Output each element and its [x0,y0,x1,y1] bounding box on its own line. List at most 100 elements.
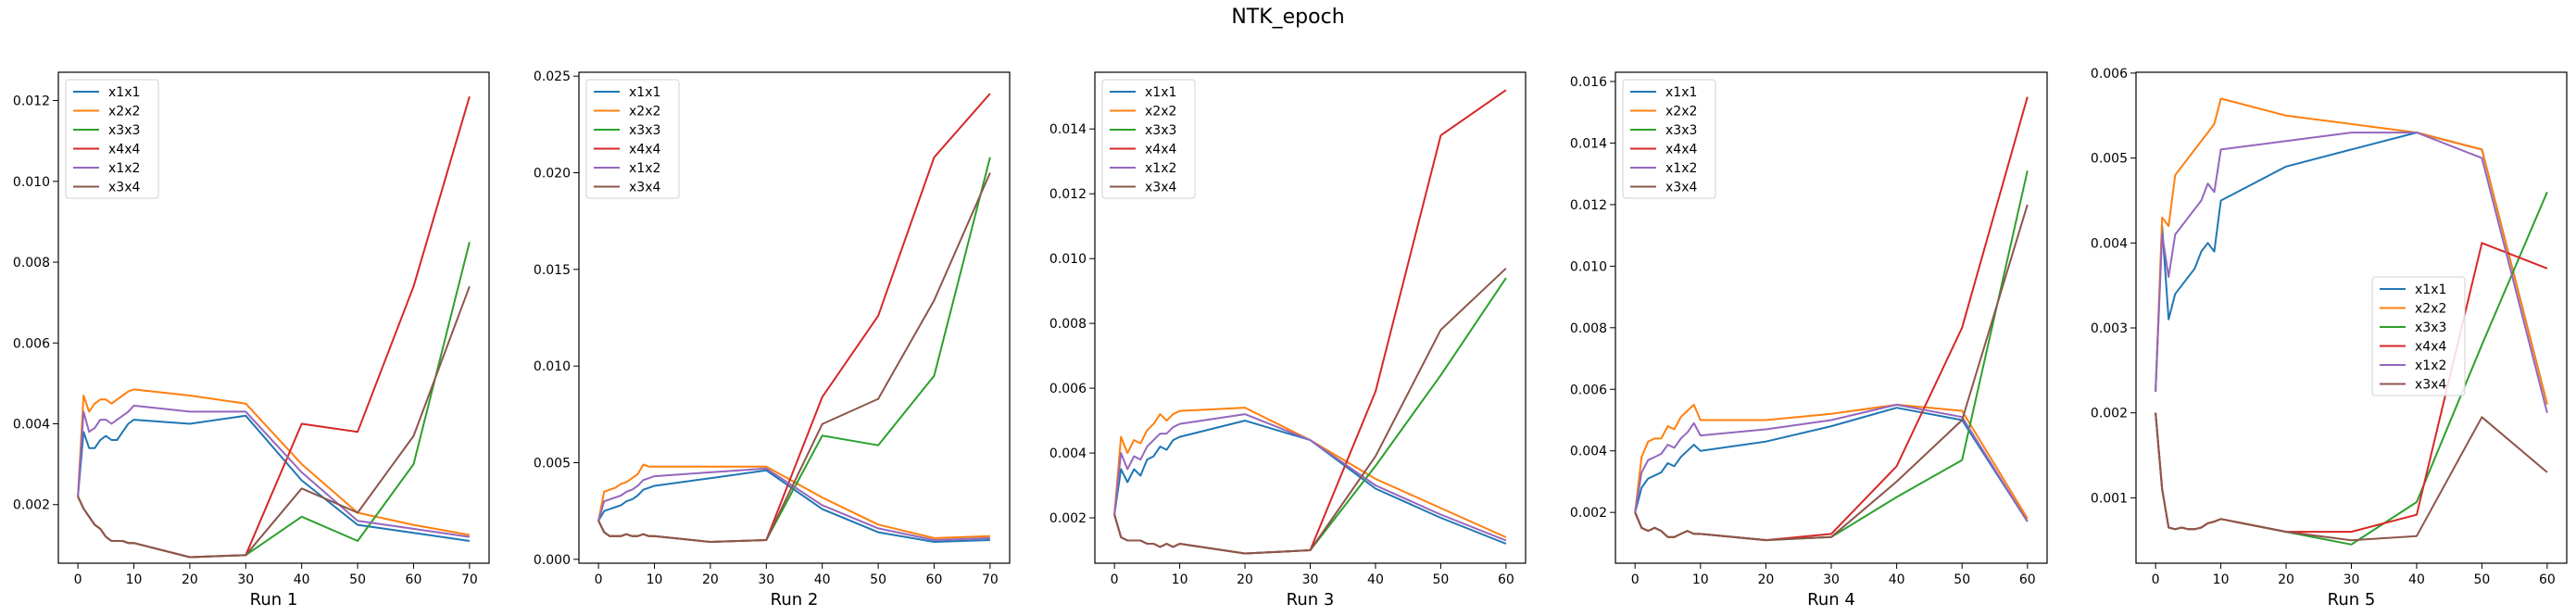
legend: x1x1 x2x2 x3x3 x4x4 x1x2 x3x4 [1101,79,1196,199]
x-axis-label: Run 1 [250,590,298,610]
y-tick-label: 0.006 [2091,67,2128,82]
legend-label-x1x1: x1x1 [1145,85,1176,100]
x-tick-label: 10 [126,572,143,587]
legend-label-x4x4: x4x4 [1145,143,1176,157]
legend-label-x3x4: x3x4 [2415,378,2446,393]
x-tick-label: 50 [2473,572,2490,587]
y-tick-label: 0.006 [1570,383,1607,397]
series-line-x1x1 [1634,407,2029,522]
series-lines [1634,96,2029,542]
legend-label-x3x4: x3x4 [108,181,140,195]
y-tick-label: 0.010 [1049,252,1087,267]
y-tick-label: 0.010 [13,175,50,190]
legend: x1x1 x2x2 x3x3 x4x4 x1x2 x3x4 [65,79,159,199]
x-axis-label: Run 4 [1807,590,1855,610]
legend-label-x3x3: x3x3 [108,123,140,138]
y-tick-label: 0.012 [1570,198,1607,213]
x-tick-label: 40 [1367,572,1384,587]
legend-label-x2x2: x2x2 [2415,302,2446,317]
series-line-x3x3 [1634,170,2029,542]
series-line-x1x1 [2155,132,2548,405]
x-tick-label: 70 [461,572,478,587]
legend-label-x1x1: x1x1 [1665,85,1697,100]
series-line-x3x3 [597,157,991,543]
y-tick-label: 0.004 [1049,446,1087,461]
series-line-x3x3 [1113,277,1507,555]
legend-label-x2x2: x2x2 [1665,105,1697,119]
legend-label-x1x1: x1x1 [2415,283,2446,297]
legend-label-x3x4: x3x4 [1665,181,1697,195]
series-lines [1113,89,1507,555]
legend-label-x1x1: x1x1 [108,85,140,100]
y-tick-label: 0.014 [1570,136,1607,151]
series-line-x1x2 [1113,413,1507,542]
x-tick-label: 50 [870,572,886,587]
series-line-x1x1 [1113,420,1507,545]
y-tick-label: 0.005 [2091,152,2128,167]
chart-panel-4: 0 10 20 30 40 50 60 0.002 0.004 0.006 0.008 0.010 0.… [1570,71,2048,610]
axes-frame [57,71,490,564]
series-line-x1x2 [597,467,990,541]
legend-label-x3x3: x3x3 [1665,123,1697,138]
x-tick-label: 30 [1302,572,1319,587]
series-line-x3x4 [77,285,471,559]
x-tick-label: 20 [2278,572,2294,587]
y-tick-label: 0.015 [534,263,571,278]
x-tick-label: 60 [1498,572,1514,587]
legend-label-x2x2: x2x2 [629,105,660,119]
legend-label-x1x2: x1x2 [629,161,660,176]
y-tick-label: 0.008 [1570,321,1607,336]
y-tick-label: 0.008 [1049,317,1087,332]
series-line-x1x2 [1634,403,2029,522]
x-tick-label: 60 [2539,572,2556,587]
x-tick-label: 20 [702,572,719,587]
chart-panel-5: 0 10 20 30 40 50 60 0.001 0.002 0.003 0.004 0.005 0.… [2091,67,2568,610]
x-axis-label: Run 2 [771,590,819,610]
series-line-x1x2 [77,404,471,538]
series-lines [597,93,991,543]
series-line-x3x4 [1113,267,1507,555]
series-line-x1x1 [77,414,471,542]
x-tick-label: 50 [1954,572,1970,587]
x-tick-label: 10 [1172,572,1188,587]
x-tick-label: 10 [1692,572,1709,587]
y-tick-label: 0.001 [2091,491,2128,506]
x-tick-label: 50 [1432,572,1449,587]
y-tick-label: 0.005 [534,456,571,471]
x-tick-label: 50 [349,572,366,587]
x-tick-label: 70 [982,572,999,587]
y-tick-label: 0.002 [1570,506,1607,521]
chart-panel-2: 0 10 20 30 40 50 60 70 0.000 0.005 0.010 0.015 0.020… [534,69,1011,610]
series-line-x1x2 [2155,132,2548,413]
x-tick-label: 0 [1631,572,1640,587]
x-tick-label: 20 [1237,572,1253,587]
y-tick-label: 0.006 [1049,382,1087,396]
legend: x1x1 x2x2 x3x3 x4x4 x1x2 x3x4 [2371,276,2466,396]
series-line-x3x4 [1634,204,2029,542]
axes-frame [2135,71,2568,564]
axes-frame [578,71,1011,564]
y-tick-label: 0.004 [2091,236,2128,251]
legend-label-x1x2: x1x2 [2415,358,2446,373]
y-tick-label: 0.012 [1049,187,1087,202]
legend-label-x4x4: x4x4 [1665,143,1697,157]
x-tick-label: 0 [2152,572,2160,587]
legend-label-x1x2: x1x2 [1665,161,1697,176]
legend-label-x4x4: x4x4 [2415,340,2446,355]
y-tick-label: 0.004 [13,418,50,433]
y-tick-label: 0.002 [13,498,50,513]
x-tick-label: 60 [926,572,943,587]
legend: x1x1 x2x2 x3x3 x4x4 x1x2 x3x4 [1622,79,1716,199]
y-tick-label: 0.002 [1049,511,1087,526]
y-tick-label: 0.003 [2091,321,2128,336]
series-lines [77,95,471,559]
series-lines [2155,97,2548,546]
x-tick-label: 0 [595,572,603,587]
x-tick-label: 40 [294,572,310,587]
series-line-x2x2 [1113,407,1507,538]
y-tick-label: 0.012 [13,94,50,109]
y-tick-label: 0.025 [534,69,571,84]
legend-label-x4x4: x4x4 [629,143,660,157]
x-tick-label: 30 [237,572,254,587]
